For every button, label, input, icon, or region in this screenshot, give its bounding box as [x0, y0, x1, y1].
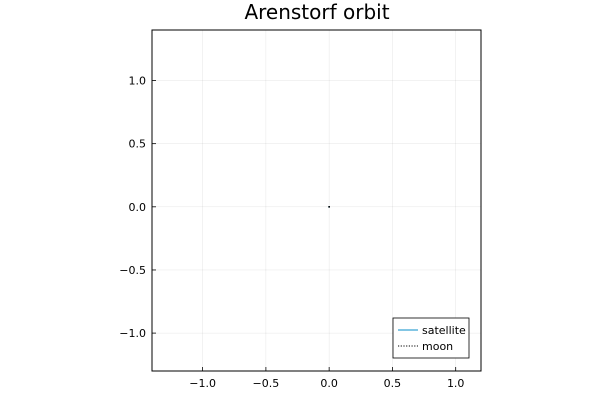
- grid: [152, 30, 481, 371]
- y-tick-label: 0.5: [129, 138, 147, 151]
- legend: satellite moon: [392, 317, 470, 359]
- y-tick-label: 1.0: [129, 75, 147, 88]
- y-tick-label: 0.0: [129, 201, 147, 214]
- y-tick-label: −0.5: [119, 264, 146, 277]
- legend-label-satellite: satellite: [422, 324, 466, 337]
- legend-label-moon: moon: [422, 340, 453, 353]
- x-tick-label: 0.0: [320, 377, 338, 390]
- x-tick-label: 1.0: [447, 377, 465, 390]
- x-tick-label: 0.5: [384, 377, 402, 390]
- x-tick-label: −0.5: [253, 377, 280, 390]
- x-tick-label: −1.0: [189, 377, 216, 390]
- axes: −1.0 −0.5 0.0 0.5 1.0 −1.0 −0.5 0.0 0.5 1.0: [119, 75, 464, 390]
- y-tick-label: −1.0: [119, 327, 146, 340]
- chart-title: Arenstorf orbit: [244, 0, 389, 24]
- legend-box: [392, 317, 470, 359]
- plot-frame: [151, 29, 482, 372]
